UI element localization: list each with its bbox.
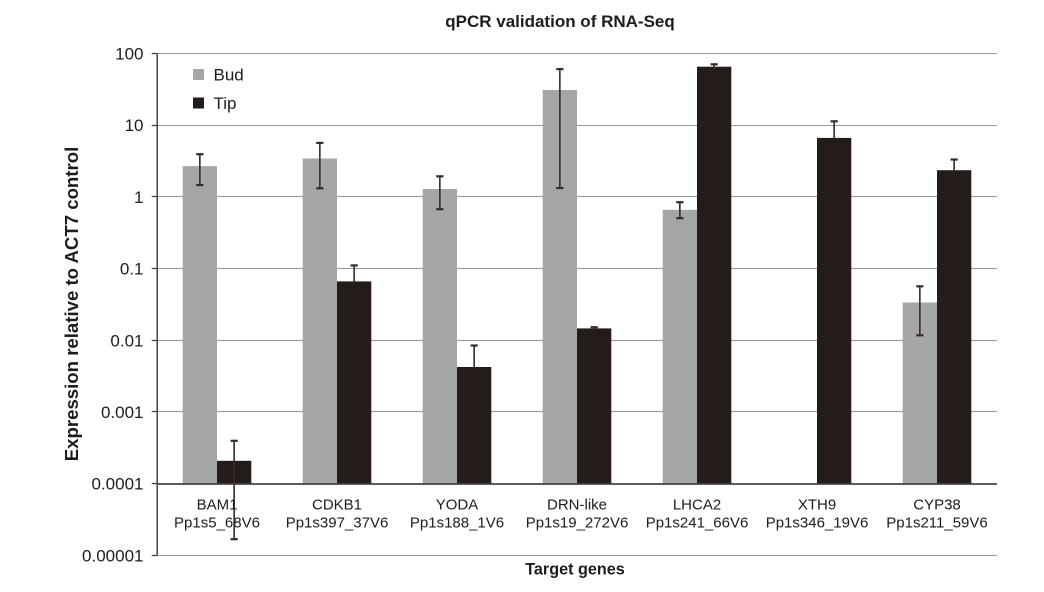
svg-text:Target genes: Target genes <box>525 560 625 578</box>
svg-text:100: 100 <box>115 44 143 63</box>
svg-text:Pp1s346_19V6: Pp1s346_19V6 <box>766 514 869 531</box>
svg-text:Expression relative to ACT7 co: Expression relative to ACT7 control <box>61 147 82 461</box>
svg-text:Pp1s5_68V6: Pp1s5_68V6 <box>174 514 260 531</box>
svg-text:CYP38: CYP38 <box>913 496 961 513</box>
svg-text:10: 10 <box>125 116 144 135</box>
svg-text:LHCA2: LHCA2 <box>673 496 721 513</box>
svg-text:Pp1s241_66V6: Pp1s241_66V6 <box>646 514 749 531</box>
svg-text:0.001: 0.001 <box>101 403 144 422</box>
svg-text:BAM1: BAM1 <box>197 496 238 513</box>
svg-text:0.0001: 0.0001 <box>92 475 144 494</box>
svg-text:0.1: 0.1 <box>120 260 144 279</box>
svg-text:CDKB1: CDKB1 <box>312 496 362 513</box>
svg-text:Pp1s397_37V6: Pp1s397_37V6 <box>286 514 389 531</box>
svg-text:0.00001: 0.00001 <box>82 546 143 565</box>
svg-text:Pp1s211_59V6: Pp1s211_59V6 <box>886 514 987 531</box>
svg-text:0.01: 0.01 <box>110 331 143 350</box>
svg-text:qPCR validation of RNA-Seq: qPCR validation of RNA-Seq <box>445 12 675 31</box>
svg-text:Pp1s188_1V6: Pp1s188_1V6 <box>410 514 504 531</box>
svg-text:YODA: YODA <box>436 496 479 513</box>
svg-text:Tip: Tip <box>214 94 237 113</box>
svg-text:1: 1 <box>134 188 143 207</box>
svg-text:Bud: Bud <box>214 66 244 85</box>
svg-text:XTH9: XTH9 <box>798 496 836 513</box>
svg-text:DRN-like: DRN-like <box>547 496 607 513</box>
svg-text:Pp1s19_272V6: Pp1s19_272V6 <box>526 514 629 531</box>
